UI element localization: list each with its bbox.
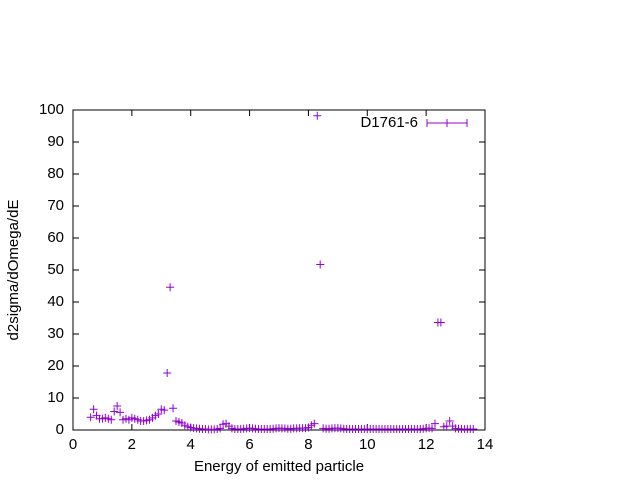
x-tick-label: 0 bbox=[69, 436, 77, 453]
data-point bbox=[86, 413, 95, 422]
x-tick-label: 8 bbox=[304, 436, 312, 453]
data-point bbox=[169, 404, 178, 413]
y-tick-label: 60 bbox=[47, 229, 64, 246]
y-tick-label: 10 bbox=[47, 389, 64, 406]
data-point bbox=[107, 415, 116, 424]
plot-border bbox=[72, 109, 486, 431]
x-tick-label: 2 bbox=[128, 436, 136, 453]
legend-sample bbox=[426, 119, 468, 127]
data-point bbox=[469, 425, 478, 434]
x-tick-label: 12 bbox=[418, 436, 435, 453]
data-point bbox=[310, 419, 319, 428]
data-point bbox=[160, 406, 169, 415]
y-axis-label: d2sigma/dOmega/dE bbox=[5, 200, 22, 341]
data-point bbox=[110, 407, 119, 416]
x-tick-label: 14 bbox=[477, 436, 494, 453]
y-tick-label: 70 bbox=[47, 197, 64, 214]
data-point bbox=[163, 369, 172, 378]
data-point bbox=[113, 402, 122, 410]
y-tick-label: 0 bbox=[56, 421, 64, 438]
data-point bbox=[445, 417, 454, 426]
data-point bbox=[166, 283, 175, 292]
data-point bbox=[154, 410, 163, 418]
data-point bbox=[428, 424, 437, 433]
y-tick-label: 50 bbox=[47, 261, 64, 278]
y-tick-label: 100 bbox=[39, 101, 64, 118]
data-point bbox=[89, 405, 98, 414]
x-tick-label: 4 bbox=[187, 436, 195, 453]
y-tick-label: 40 bbox=[47, 293, 64, 310]
data-point bbox=[436, 318, 445, 327]
x-tick-label: 6 bbox=[245, 436, 253, 453]
y-tick-label: 20 bbox=[47, 357, 64, 374]
x-axis-label: Energy of emitted particle bbox=[194, 458, 364, 475]
y-tick-label: 30 bbox=[47, 325, 64, 342]
data-point bbox=[313, 111, 322, 120]
data-point bbox=[116, 408, 125, 417]
data-point bbox=[316, 260, 325, 269]
legend-label: D1761-6 bbox=[360, 114, 418, 131]
y-tick-label: 90 bbox=[47, 133, 64, 150]
x-tick-label: 10 bbox=[359, 436, 376, 453]
y-tick-label: 80 bbox=[47, 165, 64, 182]
data-point bbox=[216, 424, 225, 433]
data-point bbox=[430, 419, 439, 428]
